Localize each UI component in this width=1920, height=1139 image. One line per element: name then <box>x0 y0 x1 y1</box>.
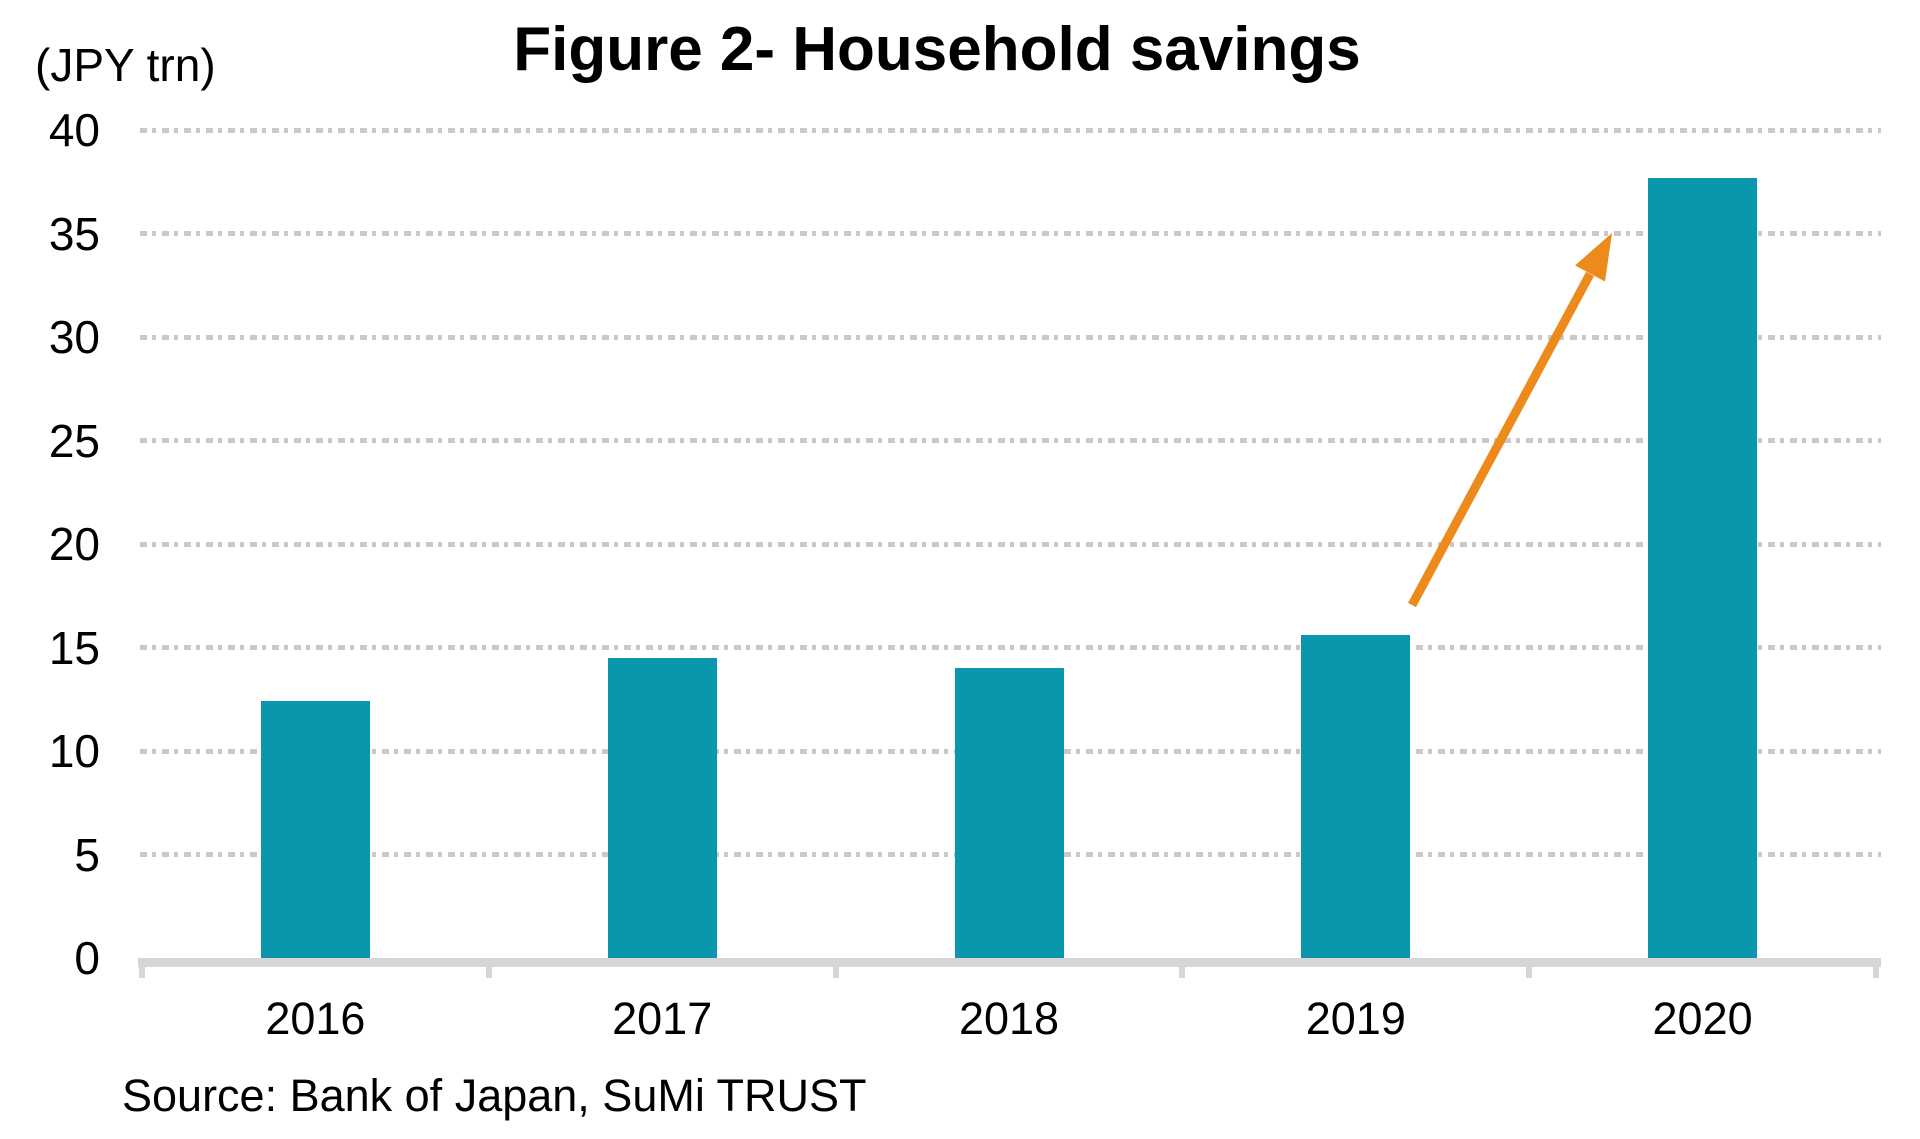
x-axis-tick-1 <box>485 958 492 978</box>
gridline-30 <box>140 334 1881 340</box>
x-axis-tick-4 <box>1526 958 1533 978</box>
x-axis-label-2017: 2017 <box>612 993 713 1044</box>
y-tick-label-40: 40 <box>48 104 100 156</box>
y-tick-label-15: 15 <box>48 621 100 674</box>
gridline-40 <box>140 127 1881 133</box>
y-axis-unit-label: (JPY trn) <box>35 39 216 91</box>
y-tick-label-25: 25 <box>48 414 100 467</box>
y-tick-label-30: 30 <box>48 311 100 363</box>
gridline-25 <box>140 438 1881 443</box>
bar-2019 <box>1301 635 1411 958</box>
x-axis-tick-5 <box>1873 958 1879 978</box>
x-axis-tick-3 <box>1179 958 1186 978</box>
x-axis-tick-0 <box>139 958 145 978</box>
y-tick-label-10: 10 <box>48 725 100 777</box>
source-note: Source: Bank of Japan, SuMi TRUST <box>122 1070 867 1121</box>
bar-2018 <box>954 668 1064 958</box>
y-tick-label-0: 0 <box>74 932 100 984</box>
y-tick-label-35: 35 <box>48 207 100 260</box>
gridline-20 <box>140 541 1881 547</box>
x-axis-line <box>138 958 1881 967</box>
gridline-35 <box>140 231 1881 236</box>
y-tick-label-20: 20 <box>48 518 100 570</box>
gridline-15 <box>140 645 1881 650</box>
bar-2017 <box>607 657 717 958</box>
y-tick-label-5: 5 <box>74 828 100 881</box>
x-axis-label-2020: 2020 <box>1652 993 1753 1044</box>
chart-title: Figure 2- Household savings <box>513 15 1361 84</box>
bar-2020 <box>1648 177 1758 958</box>
trend-arrow-head <box>1575 233 1612 282</box>
x-axis-tick-2 <box>832 958 839 978</box>
bar-2016 <box>260 701 370 958</box>
x-axis-label-2016: 2016 <box>265 993 366 1044</box>
x-axis-label-2019: 2019 <box>1305 993 1406 1044</box>
x-axis-label-2018: 2018 <box>958 993 1060 1044</box>
